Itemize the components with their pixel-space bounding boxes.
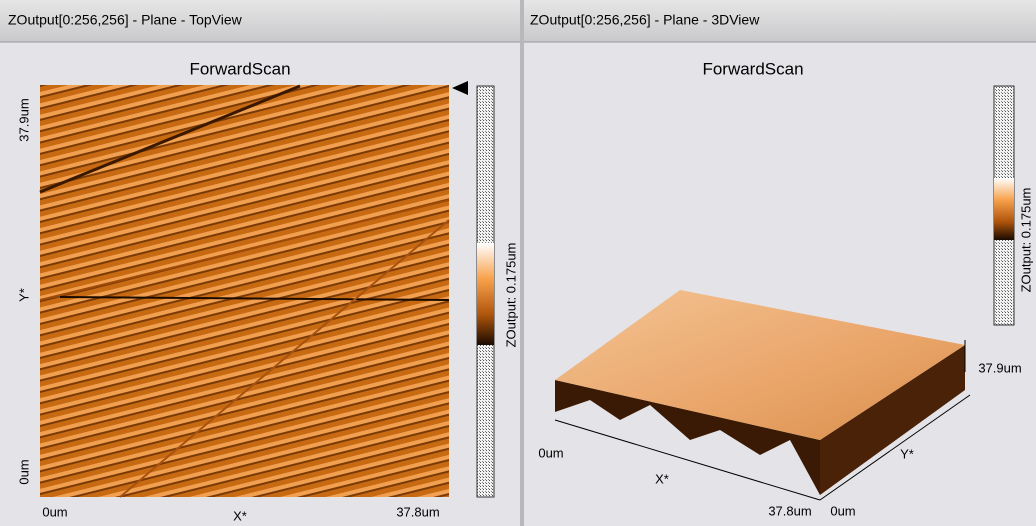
y-min-label: 0um [16,459,31,484]
plot-title: ForwardScan [189,59,290,78]
y-max-label: 37.9um [978,360,1021,375]
colorbar-label: ZOutput: 0.175um [1018,188,1033,293]
splitter[interactable] [520,0,524,526]
marker[interactable] [452,81,468,95]
panel-title: ZOutput[0:256,256] - Plane - TopView [8,12,243,28]
x-axis-label: X* [233,508,247,523]
x-min-label: 0um [538,445,563,460]
y-axis-label: Y* [16,288,31,302]
y-axis-label: Y* [900,446,914,461]
panel-title: ZOutput[0:256,256] - Plane - 3DView [530,12,760,28]
x-max-label: 37.8um [768,503,811,518]
app-window: ZOutput[0:256,256] - Plane - TopView For… [0,0,1036,526]
x-max-label: 37.8um [396,504,439,519]
x-min-label: 0um [42,504,67,519]
y-min-label: 0um [830,503,855,518]
x-axis-label: X* [655,471,669,486]
colorbar-range [477,243,494,345]
plot-title: ForwardScan [702,59,803,78]
y-max-label: 37.9um [16,98,31,141]
colorbar-label: ZOutput: 0.175um [503,243,518,348]
colorbar-range [994,178,1014,240]
topview-image [40,85,449,497]
